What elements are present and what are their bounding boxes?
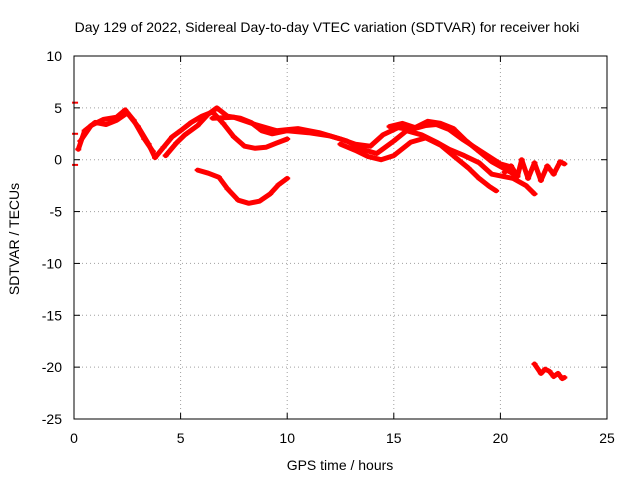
x-tick-label: 15 <box>386 430 402 446</box>
x-tick-label: 5 <box>177 430 185 446</box>
grid-lines <box>74 56 607 419</box>
series-satellite-arc-8 <box>194 167 291 206</box>
x-tick-label: 10 <box>279 430 295 446</box>
x-axis-label: GPS time / hours <box>287 457 394 473</box>
y-tick-label: 5 <box>54 100 62 116</box>
series-satellite-arc-9 <box>531 361 568 382</box>
series-trace <box>77 107 156 154</box>
y-tick-label: -15 <box>42 307 62 323</box>
x-tick-label: 0 <box>70 430 78 446</box>
y-tick-label: -25 <box>42 411 62 427</box>
series-satellite-arc-2 <box>77 107 156 154</box>
series-trace <box>75 109 290 161</box>
y-tick-label: -5 <box>50 204 63 220</box>
y-axis-ticks: -25 -20 -15 -10 -5 0 5 10 <box>42 48 607 427</box>
series-satellite-arc-5 <box>337 135 500 194</box>
plot-frame <box>73 55 608 420</box>
y-axis-label: SDTVAR / TECUs <box>6 183 22 295</box>
series-satellite-arc-7 <box>501 157 568 183</box>
y-tick-label: 0 <box>54 152 62 168</box>
data-series <box>72 101 568 382</box>
y-tick-label: -20 <box>42 359 62 375</box>
chart-title: Day 129 of 2022, Sidereal Day-to-day VTE… <box>75 19 580 35</box>
x-tick-label: 20 <box>493 430 509 446</box>
series-trace <box>195 167 290 206</box>
series-isolated-points <box>72 101 79 166</box>
x-axis-ticks: 0 5 10 15 20 25 <box>70 56 615 446</box>
y-tick-label: 10 <box>46 48 62 64</box>
y-tick-label: -10 <box>42 255 62 271</box>
x-tick-label: 25 <box>599 430 615 446</box>
